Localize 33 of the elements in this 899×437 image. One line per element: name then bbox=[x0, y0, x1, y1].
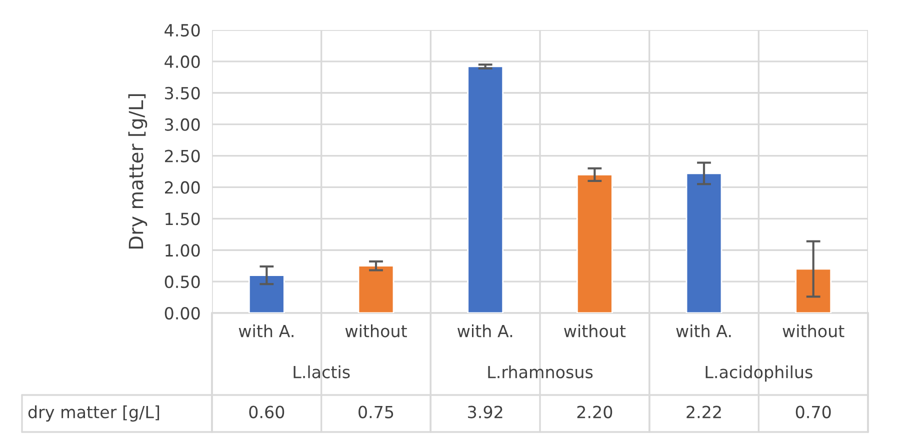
data-label: 2.22 bbox=[686, 406, 721, 418]
x-tick-label: with A. bbox=[458, 324, 512, 338]
bar bbox=[686, 172, 722, 313]
data-label: 3.92 bbox=[468, 406, 502, 418]
bar bbox=[248, 274, 285, 313]
bar bbox=[795, 268, 832, 313]
text: L.lactis bbox=[294, 365, 350, 378]
y-tick-label: 3.00 bbox=[165, 118, 200, 131]
data-label: 2.20 bbox=[577, 406, 612, 418]
bar bbox=[576, 174, 613, 313]
bar bbox=[467, 66, 504, 313]
y-tick-label: 2.00 bbox=[165, 181, 200, 194]
y-tick-label: 2.50 bbox=[165, 150, 200, 162]
y-tick-label: 4.50 bbox=[164, 24, 200, 37]
data-label: 0.75 bbox=[358, 406, 394, 418]
x-tick-label: without bbox=[782, 324, 844, 338]
x-tick-label: without bbox=[564, 324, 626, 338]
y-axis-title: Dry matter [g/L] bbox=[128, 94, 148, 248]
data-label: 0.70 bbox=[796, 406, 831, 418]
x-tick-label: with A. bbox=[238, 324, 294, 338]
text: L.acidophilus bbox=[706, 365, 812, 382]
text: dry matter [g/L] bbox=[28, 405, 160, 422]
x-tick-label: without bbox=[345, 324, 407, 338]
y-tick-label: 0.00 bbox=[164, 306, 200, 320]
y-tick-label: 0.50 bbox=[164, 276, 200, 288]
data-label: 0.60 bbox=[249, 406, 284, 418]
y-tick-label: 1.50 bbox=[166, 212, 200, 226]
y-tick-label: 4.00 bbox=[164, 55, 200, 68]
y-tick-label: 1.00 bbox=[166, 244, 200, 257]
bar bbox=[358, 265, 394, 313]
x-tick-label: with A. bbox=[676, 324, 731, 338]
text: L.rhamnosus bbox=[488, 365, 593, 378]
y-tick-label: 3.50 bbox=[165, 86, 200, 100]
